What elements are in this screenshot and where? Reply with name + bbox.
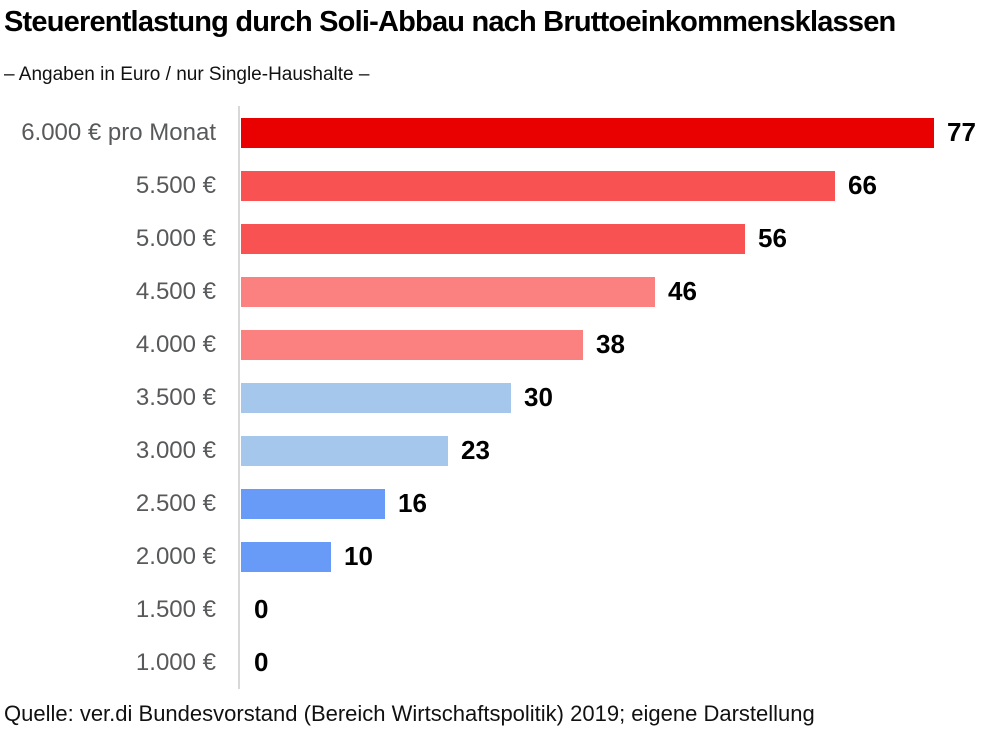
bar <box>241 382 511 413</box>
row-plot-area: 0 <box>238 636 1000 690</box>
category-label: 6.000 € pro Monat <box>21 118 216 146</box>
row-plot-area: 0 <box>238 583 1000 637</box>
value-label: 56 <box>758 223 787 254</box>
bar-chart: 6.000 € pro Monat 77 5.500 € 66 5.000 € 56 4.5… <box>4 106 1000 690</box>
chart-title: Steuerentlastung durch Soli-Abbau nach B… <box>4 6 896 38</box>
row-plot-area: 23 <box>238 424 1000 478</box>
row-plot-area: 16 <box>238 477 1000 531</box>
chart-subtitle: – Angaben in Euro / nur Single-Haushalte… <box>4 64 370 86</box>
bar <box>241 117 934 148</box>
chart-row: 4.500 € 46 <box>4 265 1000 319</box>
value-label: 77 <box>947 117 976 148</box>
category-label: 2.000 € <box>135 542 216 570</box>
chart-row: 2.500 € 16 <box>4 477 1000 531</box>
category-label: 5.500 € <box>135 171 216 199</box>
chart-row: 4.000 € 38 <box>4 318 1000 372</box>
category-label: 1.500 € <box>135 595 216 623</box>
bar <box>241 276 655 307</box>
chart-row: 2.000 € 10 <box>4 530 1000 584</box>
row-plot-area: 30 <box>238 371 1000 425</box>
row-plot-area: 10 <box>238 530 1000 584</box>
source-note: Quelle: ver.di Bundesvorstand (Bereich W… <box>4 701 815 727</box>
chart-row: 6.000 € pro Monat 77 <box>4 106 1000 160</box>
category-label: 3.500 € <box>135 383 216 411</box>
category-label: 3.000 € <box>135 436 216 464</box>
value-label: 46 <box>668 276 697 307</box>
bar <box>241 223 745 254</box>
value-label: 23 <box>461 435 490 466</box>
category-label: 1.000 € <box>135 648 216 676</box>
bar <box>241 170 835 201</box>
bar <box>241 329 583 360</box>
row-plot-area: 66 <box>238 159 1000 213</box>
value-label: 0 <box>254 594 269 625</box>
chart-row: 3.000 € 23 <box>4 424 1000 478</box>
row-plot-area: 56 <box>238 212 1000 266</box>
chart-row: 5.500 € 66 <box>4 159 1000 213</box>
chart-row: 3.500 € 30 <box>4 371 1000 425</box>
row-plot-area: 77 <box>238 106 1000 160</box>
bar <box>241 435 448 466</box>
value-label: 30 <box>524 382 553 413</box>
value-label: 0 <box>254 647 269 678</box>
row-plot-area: 46 <box>238 265 1000 319</box>
value-label: 16 <box>398 488 427 519</box>
bar <box>241 541 331 572</box>
chart-row: 5.000 € 56 <box>4 212 1000 266</box>
chart-row: 1.500 € 0 <box>4 583 1000 637</box>
row-plot-area: 38 <box>238 318 1000 372</box>
chart-row: 1.000 € 0 <box>4 636 1000 690</box>
category-label: 4.500 € <box>135 277 216 305</box>
bar <box>241 488 385 519</box>
category-label: 5.000 € <box>135 224 216 252</box>
category-label: 4.000 € <box>135 330 216 358</box>
value-label: 10 <box>344 541 373 572</box>
value-label: 66 <box>848 170 877 201</box>
value-label: 38 <box>596 329 625 360</box>
category-label: 2.500 € <box>135 489 216 517</box>
